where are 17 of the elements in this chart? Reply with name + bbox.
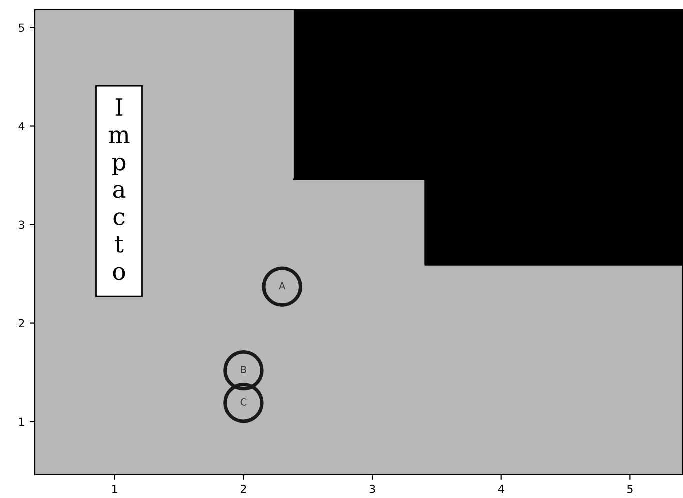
y-axis-title: Impacto [108,98,130,280]
x-tick-label: 5 [628,485,633,494]
data-label: A [279,282,286,290]
x-tick-label: 1 [112,485,118,494]
point [262,266,302,307]
x-tick-label: 3 [370,484,376,494]
x-tick-label: 2 [240,484,246,494]
y-tick-label: 3 [19,220,24,230]
y-tick-label: 5 [19,24,24,32]
x-tick-label: 4 [498,485,504,494]
y-tick-label: 4 [18,122,25,130]
data-label: B [241,366,246,374]
point [224,350,264,391]
y-tick-label: 1 [19,418,24,426]
y-tick-label: 2 [19,319,24,328]
point [224,382,264,424]
data-label: C [240,398,247,406]
